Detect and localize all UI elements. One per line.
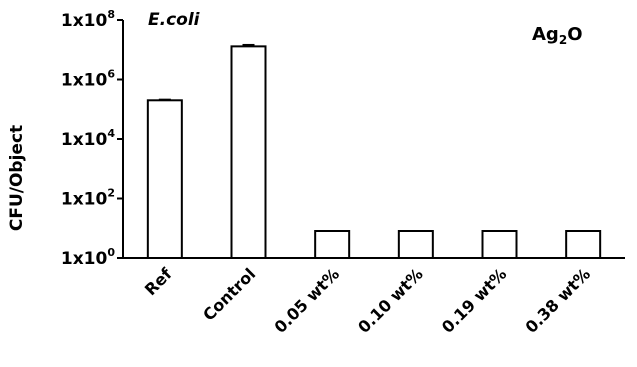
x-tick-label: 0.38 wt% [522, 264, 594, 336]
y-tick-label: 1x108 [61, 8, 115, 31]
bar [146, 99, 183, 259]
y-tick-labels: 1x100 1x102 1x104 1x106 1x108 [61, 8, 115, 269]
y-tick-label: 1x102 [61, 187, 115, 210]
y-axis-title: CFU/Object [7, 125, 27, 231]
x-tick-label: 0.05 wt% [271, 264, 343, 336]
bars [146, 43, 602, 259]
bar [397, 230, 434, 259]
bar [314, 230, 351, 259]
material-annotation: Ag2O [532, 24, 583, 47]
bar [230, 45, 267, 259]
x-tick-label: Ref [141, 264, 176, 299]
bar [565, 230, 602, 259]
x-tick-label: Control [199, 264, 259, 324]
x-tick-labels: Ref Control 0.05 wt% 0.10 wt% 0.19 wt% 0.38 w… [141, 264, 594, 337]
error-bar [242, 43, 255, 47]
error-bar [158, 98, 171, 101]
y-tick-label: 1x106 [61, 68, 115, 91]
y-axis [117, 19, 124, 259]
y-tick-label: 1x100 [61, 246, 115, 269]
y-tick-label: 1x104 [61, 127, 115, 150]
x-tick-label: 0.19 wt% [438, 264, 510, 336]
bar [481, 230, 518, 259]
x-tick-label: 0.10 wt% [354, 264, 426, 336]
organism-annotation: E.coli [148, 10, 201, 30]
